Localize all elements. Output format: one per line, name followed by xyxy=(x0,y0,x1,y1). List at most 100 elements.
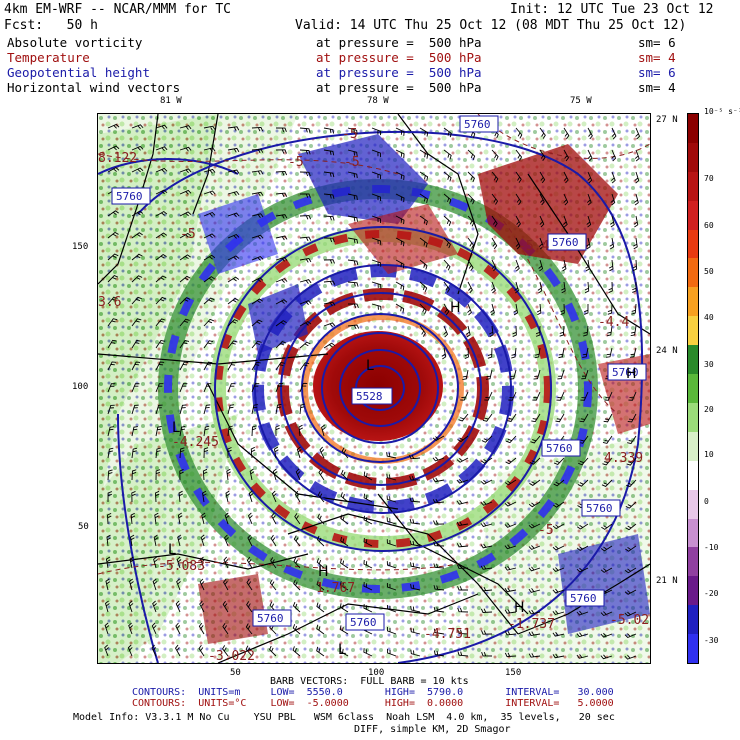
wind-barb xyxy=(199,600,205,613)
wind-barb xyxy=(127,644,133,657)
wind-barb xyxy=(316,558,325,569)
colorbar-swatch xyxy=(688,114,698,144)
wind-barb xyxy=(131,232,143,239)
wind-barb xyxy=(299,279,312,284)
wind-barb xyxy=(579,413,589,423)
wind-barb xyxy=(227,147,240,153)
wind-barb xyxy=(316,624,325,635)
wind-barb xyxy=(251,234,264,240)
wind-barb xyxy=(504,587,517,593)
wind-barb xyxy=(153,556,158,569)
temperature-label: -5.4 xyxy=(518,239,549,254)
wind-barb xyxy=(464,347,469,360)
wind-barb xyxy=(605,347,613,358)
y-label-150: 150 xyxy=(72,242,89,252)
wind-barb xyxy=(251,191,264,197)
wind-barb xyxy=(537,281,543,294)
wind-barb xyxy=(175,622,181,635)
field-sm-wind: sm= 4 xyxy=(638,80,676,95)
wind-barb xyxy=(467,281,473,294)
wind-barb xyxy=(203,318,214,327)
wind-barb xyxy=(299,127,311,133)
wind-barb xyxy=(443,325,449,338)
wind-barb xyxy=(131,447,138,459)
wind-barb xyxy=(294,490,301,503)
wind-barb xyxy=(323,171,335,178)
wind-barb xyxy=(624,611,637,617)
wind-barb xyxy=(129,578,134,591)
wind-barb xyxy=(155,253,167,261)
wind-barb xyxy=(129,556,135,569)
wind-barb xyxy=(528,566,541,572)
temperature-label: 8.122 xyxy=(98,151,137,166)
wind-barb xyxy=(341,447,349,459)
wind-barb xyxy=(155,339,165,349)
temperature-label: -4.4 xyxy=(598,315,629,330)
low-mark: L xyxy=(168,542,176,558)
field-pressure-geopotential: at pressure = 500 hPa xyxy=(316,65,482,80)
wind-barb xyxy=(155,232,168,239)
wind-barb xyxy=(629,347,637,358)
wind-barb xyxy=(271,512,277,525)
colorbar-swatch xyxy=(688,374,698,404)
wind-barb xyxy=(582,347,589,358)
y-label-100: 100 xyxy=(72,382,89,392)
wind-barb xyxy=(581,369,589,380)
wind-barb xyxy=(323,215,335,221)
wind-barb xyxy=(275,149,287,154)
colorbar-swatch xyxy=(688,460,698,491)
wind-barb xyxy=(386,539,397,547)
wind-barb xyxy=(633,215,639,228)
wind-barb xyxy=(515,237,521,250)
wind-barb xyxy=(480,608,493,613)
colorbar-swatch xyxy=(688,200,698,231)
wind-barb xyxy=(371,281,382,289)
wind-barb xyxy=(608,259,614,272)
wind-barb xyxy=(363,648,373,657)
wind-barb xyxy=(395,215,405,225)
wind-barb xyxy=(275,425,280,437)
wind-barb xyxy=(491,149,499,161)
wind-barb xyxy=(270,534,277,547)
wind-barb xyxy=(539,127,546,139)
wind-barb xyxy=(177,512,183,525)
wind-barb xyxy=(251,404,258,415)
wind-barb xyxy=(560,303,565,315)
wind-barb xyxy=(179,469,184,481)
field-sm-vorticity: sm= 6 xyxy=(638,35,676,50)
wind-barb xyxy=(553,501,565,508)
wind-barb xyxy=(481,651,493,657)
wind-barb xyxy=(443,171,452,182)
wind-barb xyxy=(576,523,589,530)
wind-barb xyxy=(432,456,445,462)
wind-barb xyxy=(203,297,215,305)
wind-barb xyxy=(456,500,469,505)
wind-barb xyxy=(299,193,311,198)
wind-barb xyxy=(270,557,277,569)
wind-barb xyxy=(203,340,214,349)
wind-barb xyxy=(128,600,134,613)
wind-barb xyxy=(395,127,405,136)
wind-barb xyxy=(128,622,133,635)
wind-barb xyxy=(154,512,159,525)
wind-barb xyxy=(275,256,288,262)
wind-barb xyxy=(107,123,120,129)
wind-barb xyxy=(323,259,335,264)
wind-barb xyxy=(630,325,637,337)
wind-barb xyxy=(323,149,335,156)
wind-barb xyxy=(600,632,613,638)
wind-barb xyxy=(155,275,167,283)
wind-barb xyxy=(340,558,349,569)
wind-barb xyxy=(386,626,397,635)
wind-barb xyxy=(410,584,421,591)
wind-barb xyxy=(347,193,358,201)
wind-barb xyxy=(443,215,452,226)
wind-barb xyxy=(371,303,382,311)
wind-barb xyxy=(155,404,163,415)
wind-barb xyxy=(610,193,616,206)
field-name-temperature: Temperature xyxy=(7,50,90,65)
wind-barb xyxy=(611,149,617,162)
wind-barb xyxy=(155,318,166,327)
wind-barb xyxy=(275,171,288,176)
wind-barb xyxy=(131,275,143,283)
